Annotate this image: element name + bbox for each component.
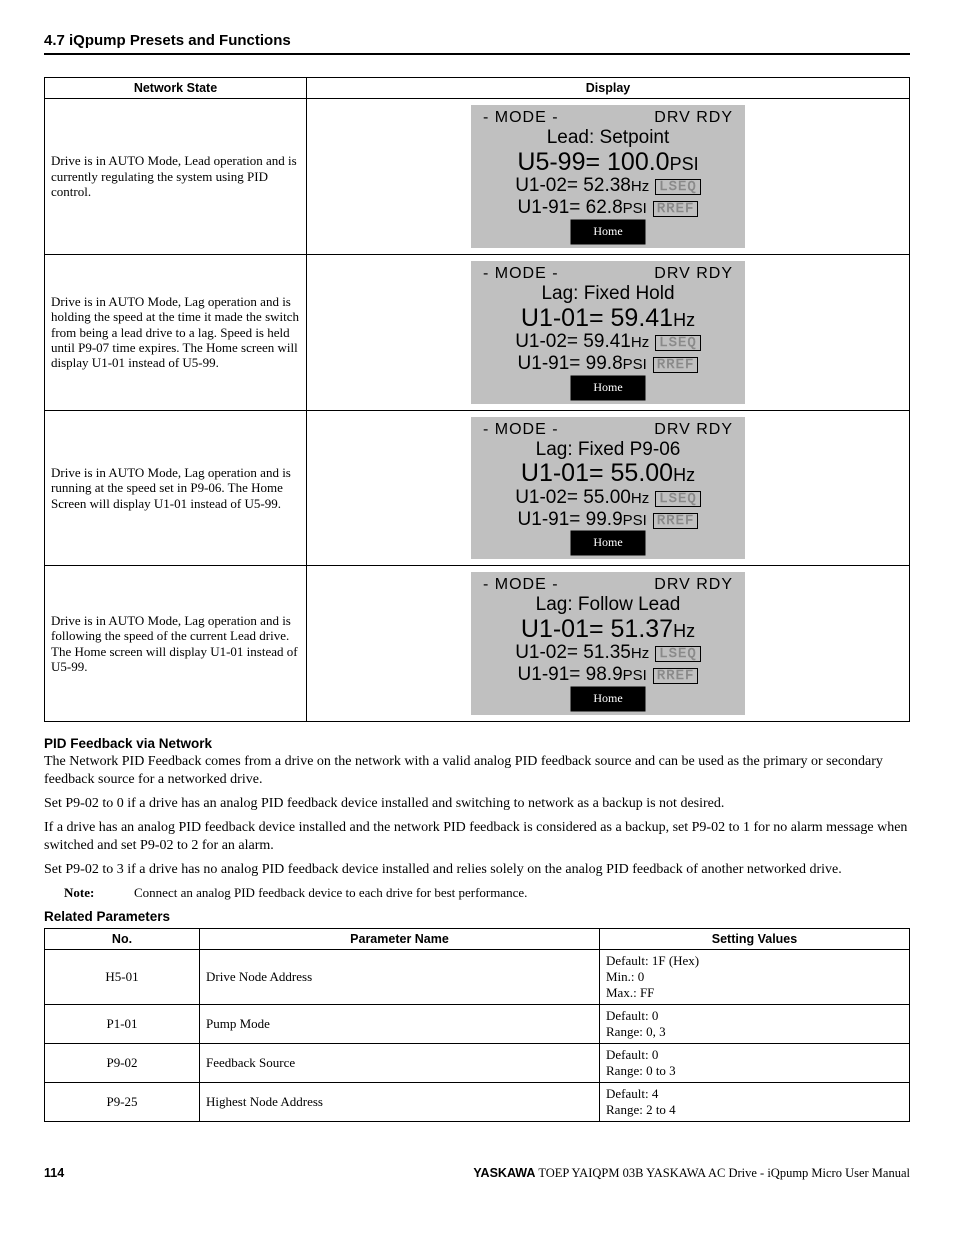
lseq-tag: LSEQ — [655, 646, 701, 662]
pid-paragraph-1: The Network PID Feedback comes from a dr… — [44, 753, 910, 789]
related-parameters-heading: Related Parameters — [44, 909, 910, 924]
page-number: 114 — [44, 1166, 64, 1181]
pid-paragraph-4: Set P9-02 to 3 if a drive has no analog … — [44, 861, 910, 879]
param-name: Drive Node Address — [200, 949, 600, 1004]
lcd-main-line: U5-99= 100.0PSI — [481, 149, 735, 175]
network-display-table: Network State Display Drive is in AUTO M… — [44, 77, 910, 722]
display-cell: - MODE - DRV RDYLead: SetpointU5-99= 100.… — [307, 99, 910, 255]
rref-tag: RREF — [653, 201, 699, 217]
lcd-mode: - MODE - — [483, 265, 559, 283]
lseq-tag: LSEQ — [655, 179, 701, 195]
rref-tag: RREF — [653, 357, 699, 373]
lcd-sub2: U1-91= 99.8PSI — [518, 353, 647, 375]
col-header-display: Display — [307, 78, 910, 99]
lseq-tag: LSEQ — [655, 335, 701, 351]
lcd-main-line: U1-01= 59.41Hz — [481, 305, 735, 331]
footer-text: TOEP YAIQPM 03B YASKAWA AC Drive - iQpum… — [535, 1166, 910, 1180]
param-values: Default: 0Range: 0 to 3 — [600, 1043, 910, 1082]
table-row: Drive is in AUTO Mode, Lag operation and… — [45, 254, 910, 410]
param-no: P9-02 — [45, 1043, 200, 1082]
lcd-sub1: U1-02= 59.41Hz — [515, 331, 649, 353]
lcd-sub1: U1-02= 55.00Hz — [515, 487, 649, 509]
display-cell: - MODE - DRV RDYLag: Fixed HoldU1-01= 59.… — [307, 254, 910, 410]
lcd-mode: - MODE - — [483, 109, 559, 127]
table-row: Drive is in AUTO Mode, Lead operation an… — [45, 99, 910, 255]
pid-paragraph-3: If a drive has an analog PID feedback de… — [44, 819, 910, 855]
table-row: Drive is in AUTO Mode, Lag operation and… — [45, 410, 910, 566]
col-header-no: No. — [45, 928, 200, 949]
lcd-main-line: U1-01= 55.00Hz — [481, 460, 735, 486]
param-name: Feedback Source — [200, 1043, 600, 1082]
col-header-values: Setting Values — [600, 928, 910, 949]
section-title: 4.7 iQpump Presets and Functions — [44, 32, 910, 55]
lcd-mode: - MODE - — [483, 576, 559, 594]
page-footer: 114 YASKAWA TOEP YAIQPM 03B YASKAWA AC D… — [44, 1166, 910, 1181]
param-no: P9-25 — [45, 1082, 200, 1121]
footer-brand: YASKAWA — [473, 1166, 535, 1180]
lcd-ready: DRV RDY — [654, 265, 733, 283]
table-row: P9-02Feedback SourceDefault: 0Range: 0 t… — [45, 1043, 910, 1082]
lcd-screen: - MODE - DRV RDYLag: Follow LeadU1-01= 51… — [471, 572, 745, 715]
note-row: Note: Connect an analog PID feedback dev… — [64, 885, 910, 901]
display-cell: - MODE - DRV RDYLag: Follow LeadU1-01= 51… — [307, 566, 910, 722]
param-values: Default: 1F (Hex)Min.: 0Max.: FF — [600, 949, 910, 1004]
table-row: H5-01Drive Node AddressDefault: 1F (Hex)… — [45, 949, 910, 1004]
lcd-home-label: Home — [571, 531, 644, 555]
param-no: P1-01 — [45, 1004, 200, 1043]
note-text: Connect an analog PID feedback device to… — [134, 885, 527, 901]
param-values: Default: 4Range: 2 to 4 — [600, 1082, 910, 1121]
lcd-sub1: U1-02= 51.35Hz — [515, 642, 649, 664]
lcd-status-line: Lag: Follow Lead — [481, 594, 735, 616]
lcd-screen: - MODE - DRV RDYLag: Fixed HoldU1-01= 59.… — [471, 261, 745, 404]
col-header-network-state: Network State — [45, 78, 307, 99]
lcd-sub1: U1-02= 52.38Hz — [515, 175, 649, 197]
rref-tag: RREF — [653, 668, 699, 684]
lcd-ready: DRV RDY — [654, 576, 733, 594]
rref-tag: RREF — [653, 513, 699, 529]
network-state-cell: Drive is in AUTO Mode, Lag operation and… — [45, 410, 307, 566]
note-label: Note: — [64, 885, 134, 901]
param-values: Default: 0Range: 0, 3 — [600, 1004, 910, 1043]
pid-paragraph-2: Set P9-02 to 0 if a drive has an analog … — [44, 795, 910, 813]
lcd-sub2: U1-91= 62.8PSI — [518, 197, 647, 219]
lcd-ready: DRV RDY — [654, 109, 733, 127]
display-cell: - MODE - DRV RDYLag: Fixed P9-06U1-01= 55… — [307, 410, 910, 566]
network-state-cell: Drive is in AUTO Mode, Lag operation and… — [45, 254, 307, 410]
lcd-sub2: U1-91= 99.9PSI — [518, 509, 647, 531]
col-header-name: Parameter Name — [200, 928, 600, 949]
lcd-main-line: U1-01= 51.37Hz — [481, 616, 735, 642]
table-row: P1-01Pump ModeDefault: 0Range: 0, 3 — [45, 1004, 910, 1043]
lcd-screen: - MODE - DRV RDYLag: Fixed P9-06U1-01= 55… — [471, 417, 745, 560]
lcd-sub2: U1-91= 98.9PSI — [518, 664, 647, 686]
table-row: P9-25Highest Node AddressDefault: 4Range… — [45, 1082, 910, 1121]
footer-reference: YASKAWA TOEP YAIQPM 03B YASKAWA AC Drive… — [473, 1166, 910, 1181]
lcd-screen: - MODE - DRV RDYLead: SetpointU5-99= 100.… — [471, 105, 745, 248]
lcd-status-line: Lag: Fixed P9-06 — [481, 439, 735, 461]
pid-feedback-heading: PID Feedback via Network — [44, 736, 910, 751]
lseq-tag: LSEQ — [655, 491, 701, 507]
lcd-status-line: Lag: Fixed Hold — [481, 283, 735, 305]
network-state-cell: Drive is in AUTO Mode, Lag operation and… — [45, 566, 307, 722]
lcd-home-label: Home — [571, 687, 644, 711]
lcd-home-label: Home — [571, 376, 644, 400]
related-parameters-table: No. Parameter Name Setting Values H5-01D… — [44, 928, 910, 1122]
param-name: Highest Node Address — [200, 1082, 600, 1121]
lcd-mode: - MODE - — [483, 421, 559, 439]
network-state-cell: Drive is in AUTO Mode, Lead operation an… — [45, 99, 307, 255]
lcd-ready: DRV RDY — [654, 421, 733, 439]
lcd-home-label: Home — [571, 220, 644, 244]
lcd-status-line: Lead: Setpoint — [481, 127, 735, 149]
param-no: H5-01 — [45, 949, 200, 1004]
param-name: Pump Mode — [200, 1004, 600, 1043]
table-row: Drive is in AUTO Mode, Lag operation and… — [45, 566, 910, 722]
